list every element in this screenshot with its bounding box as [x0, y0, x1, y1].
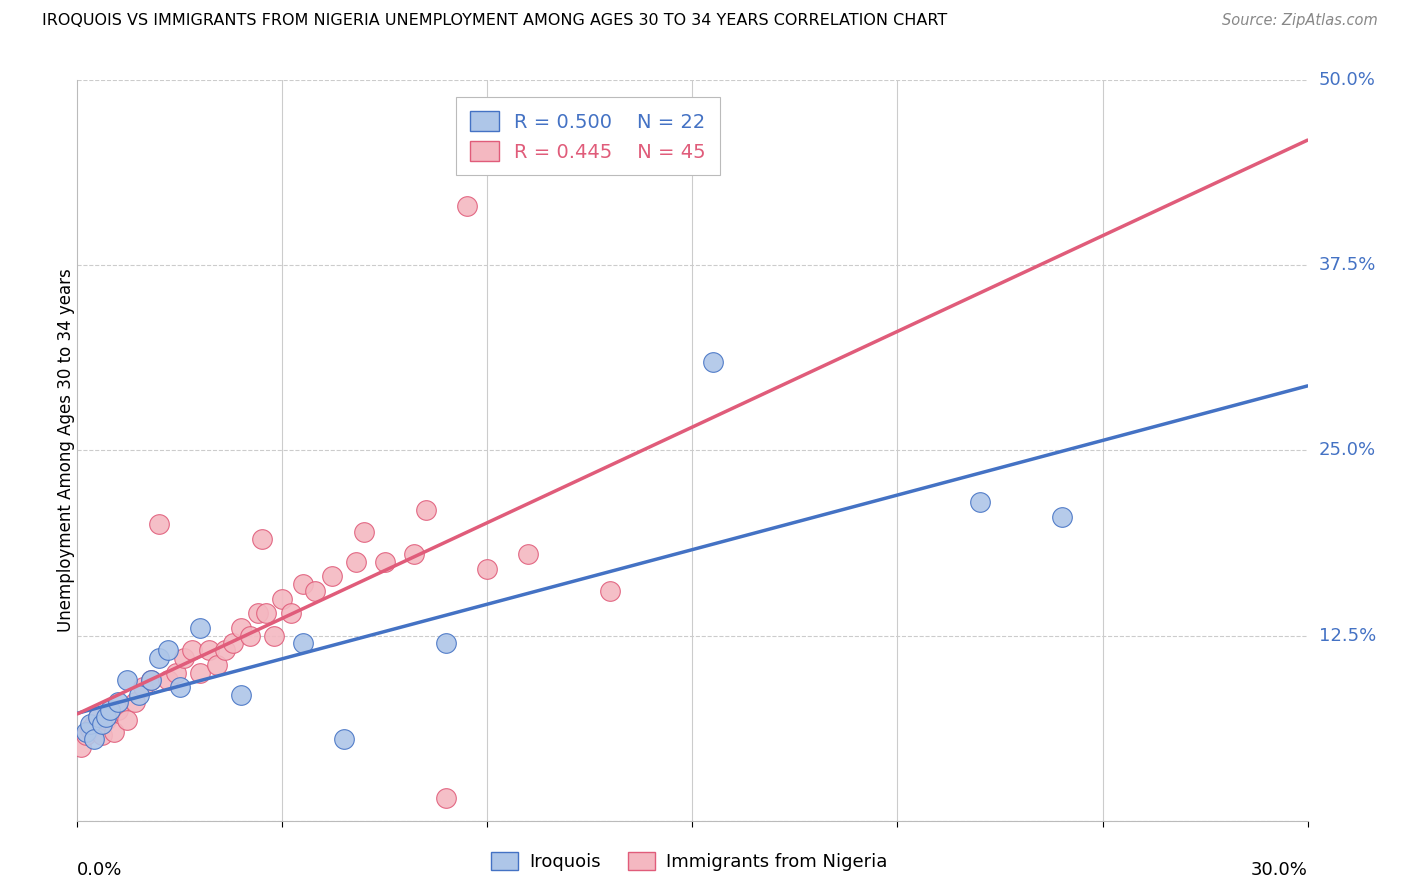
Point [374, 554, 396, 569]
Point [436, 636, 458, 650]
Point [87, 710, 110, 724]
Point [79, 717, 101, 731]
Point [222, 636, 245, 650]
Point [98, 703, 121, 717]
Point [456, 199, 478, 213]
Point [304, 584, 326, 599]
Point [188, 665, 212, 680]
Point [250, 533, 273, 547]
Point [214, 643, 236, 657]
Point [197, 643, 219, 657]
Point [188, 621, 212, 635]
Point [246, 607, 269, 621]
Point [132, 681, 155, 695]
Point [599, 584, 621, 599]
Text: IROQUOIS VS IMMIGRANTS FROM NIGERIA UNEMPLOYMENT AMONG AGES 30 TO 34 YEARS CORRE: IROQUOIS VS IMMIGRANTS FROM NIGERIA UNEM… [42, 13, 948, 29]
Point [517, 547, 540, 561]
Point [87, 710, 110, 724]
Point [90, 728, 114, 742]
Y-axis label: Unemployment Among Ages 30 to 34 years: Unemployment Among Ages 30 to 34 years [58, 268, 75, 632]
Point [148, 517, 170, 532]
Point [263, 628, 285, 642]
Point [402, 547, 425, 561]
Point [271, 591, 294, 606]
Point [156, 643, 179, 657]
Point [344, 554, 367, 569]
Point [333, 732, 356, 747]
Point [231, 621, 253, 635]
Legend: Iroquois, Immigrants from Nigeria: Iroquois, Immigrants from Nigeria [484, 845, 894, 879]
Point [128, 688, 150, 702]
Point [103, 724, 125, 739]
Text: 50.0%: 50.0% [1319, 71, 1375, 89]
Legend: R = 0.500    N = 22, R = 0.445    N = 45: R = 0.500 N = 22, R = 0.445 N = 45 [456, 97, 720, 176]
Point [83, 732, 105, 747]
Text: 12.5%: 12.5% [1319, 626, 1376, 645]
Point [436, 791, 458, 805]
Point [75, 728, 97, 742]
Point [141, 673, 163, 687]
Point [1050, 510, 1073, 524]
Point [107, 703, 129, 717]
Point [148, 650, 170, 665]
Point [477, 562, 499, 576]
Point [181, 643, 204, 657]
Point [79, 722, 101, 736]
Point [415, 502, 437, 516]
Point [173, 650, 195, 665]
Point [75, 724, 97, 739]
Point [239, 628, 262, 642]
Point [141, 673, 163, 687]
Text: Source: ZipAtlas.com: Source: ZipAtlas.com [1222, 13, 1378, 29]
Point [94, 713, 117, 727]
Text: 0.0%: 0.0% [77, 862, 122, 880]
Point [83, 717, 105, 731]
Text: 37.5%: 37.5% [1319, 256, 1376, 275]
Point [969, 495, 991, 509]
Point [254, 607, 277, 621]
Point [321, 569, 343, 583]
Point [169, 681, 191, 695]
Point [156, 673, 179, 687]
Point [205, 658, 228, 673]
Point [124, 695, 146, 709]
Point [702, 354, 724, 368]
Point [98, 706, 121, 721]
Point [280, 607, 302, 621]
Point [70, 739, 93, 754]
Text: 30.0%: 30.0% [1251, 862, 1308, 880]
Point [90, 717, 114, 731]
Point [165, 665, 187, 680]
Point [107, 695, 129, 709]
Point [291, 636, 314, 650]
Point [115, 673, 138, 687]
Point [94, 710, 117, 724]
Point [353, 524, 375, 539]
Point [115, 713, 138, 727]
Point [231, 688, 253, 702]
Point [291, 576, 314, 591]
Text: 25.0%: 25.0% [1319, 442, 1376, 459]
